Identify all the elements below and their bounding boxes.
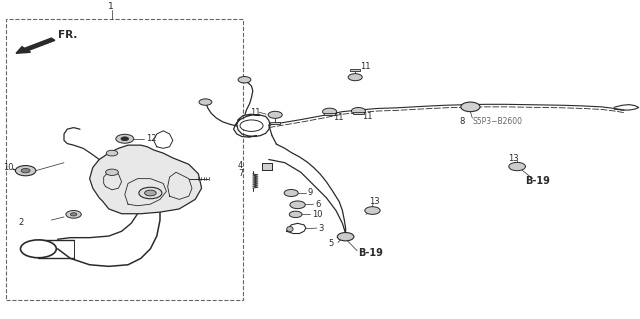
Circle shape: [116, 134, 134, 143]
Circle shape: [509, 162, 525, 171]
Circle shape: [268, 111, 282, 118]
Circle shape: [365, 207, 380, 214]
Circle shape: [351, 108, 365, 115]
Circle shape: [238, 77, 251, 83]
Text: 2: 2: [18, 218, 23, 227]
Bar: [324, 113, 335, 115]
Circle shape: [290, 201, 305, 209]
Text: 11: 11: [250, 108, 260, 117]
Text: 4: 4: [238, 161, 243, 170]
Text: 1: 1: [108, 2, 113, 11]
Text: 12: 12: [146, 134, 156, 143]
Text: 11: 11: [360, 63, 370, 71]
Circle shape: [139, 187, 162, 199]
Polygon shape: [90, 145, 202, 214]
Text: 11: 11: [333, 113, 343, 122]
Circle shape: [461, 102, 480, 112]
Circle shape: [337, 233, 354, 241]
Text: 10: 10: [312, 210, 323, 219]
Circle shape: [240, 120, 263, 131]
Bar: [262, 163, 272, 170]
Text: B-19: B-19: [525, 176, 550, 186]
Bar: [350, 69, 360, 71]
Circle shape: [70, 213, 77, 216]
Circle shape: [121, 137, 129, 141]
Text: 13: 13: [369, 197, 380, 206]
Circle shape: [199, 99, 212, 105]
Circle shape: [66, 211, 81, 218]
Circle shape: [20, 240, 56, 258]
Bar: [353, 112, 364, 114]
Text: S5P3−B2600: S5P3−B2600: [472, 117, 522, 126]
Circle shape: [284, 189, 298, 197]
Text: FR.: FR.: [58, 30, 77, 40]
Text: 7: 7: [238, 169, 243, 178]
Text: 3: 3: [319, 224, 324, 233]
Bar: [6, 19, 243, 300]
Circle shape: [289, 211, 302, 218]
Circle shape: [15, 166, 36, 176]
FancyArrow shape: [16, 38, 55, 53]
Circle shape: [145, 190, 156, 196]
Text: 9: 9: [307, 189, 312, 197]
Text: 8: 8: [460, 117, 465, 126]
Ellipse shape: [287, 226, 293, 232]
Text: 13: 13: [508, 154, 519, 163]
Circle shape: [106, 150, 118, 156]
Bar: [270, 122, 280, 124]
Circle shape: [323, 108, 337, 115]
Circle shape: [21, 168, 30, 173]
Circle shape: [348, 74, 362, 81]
Text: 10: 10: [3, 163, 13, 172]
Circle shape: [106, 169, 118, 175]
Text: 5: 5: [328, 239, 333, 248]
Text: 6: 6: [316, 200, 321, 209]
Text: 11: 11: [362, 112, 372, 121]
Text: B-19: B-19: [358, 248, 383, 258]
